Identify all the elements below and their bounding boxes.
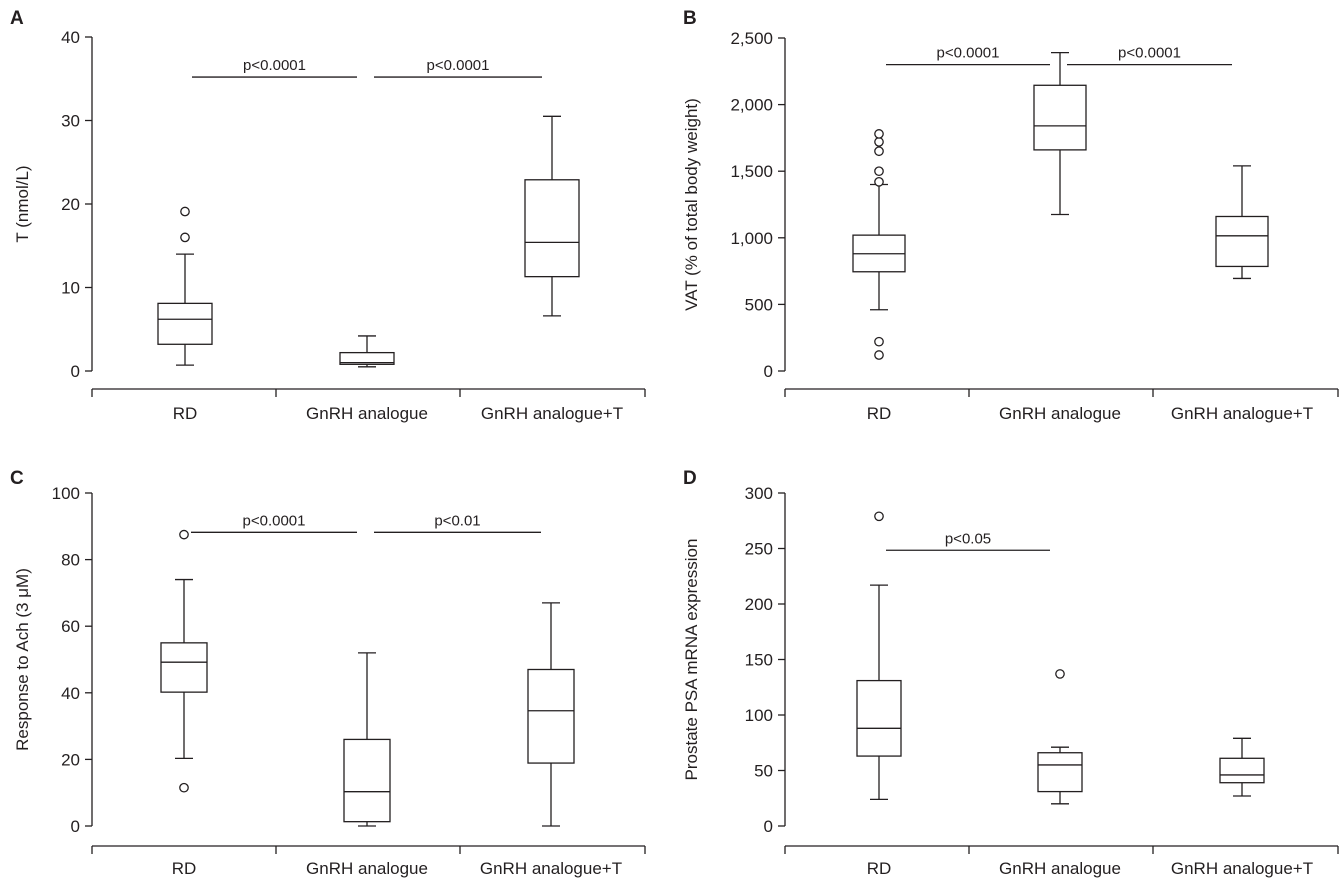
panel-a: A 0 10 20 30 40 T (nmol/L) RD GnRH analogue GnRH … <box>10 8 646 423</box>
box-iqr <box>1033 84 1087 151</box>
box-plot-gnrh-analogue-t <box>524 115 580 317</box>
x-category-label: RD <box>867 859 892 878</box>
x-category-label: GnRH analogue+T <box>481 404 623 423</box>
y-tick-label: 150 <box>745 651 773 670</box>
outlier-point <box>874 336 884 347</box>
box-plot-rd <box>856 511 902 801</box>
p-value-label: p<0.0001 <box>1118 45 1181 62</box>
y-tick-label: 200 <box>745 595 773 614</box>
panel-letter: B <box>683 8 697 29</box>
box-plot-gnrh-analogue <box>1037 669 1083 805</box>
box-iqr <box>160 642 208 693</box>
box-plot-gnrh-analogue-t <box>527 602 575 827</box>
y-axis-label: Prostate PSA mRNA expression <box>682 539 701 781</box>
x-category-label: GnRH analogue+T <box>1171 404 1313 423</box>
y-tick-label: 1,000 <box>730 229 773 248</box>
outlier-point <box>874 166 884 177</box>
panel-d: D 0 50 100 150 200 250 300 Prostate PSA mRNA exp… <box>682 468 1339 878</box>
box-iqr <box>339 351 395 365</box>
y-axis-label: T (nmol/L) <box>13 165 32 242</box>
p-value-label: p<0.01 <box>434 512 480 529</box>
y-tick-label: 50 <box>754 762 773 781</box>
y-tick-label: 30 <box>61 112 80 131</box>
y-tick-label: 60 <box>61 617 80 636</box>
p-value-label: p<0.0001 <box>937 45 1000 62</box>
y-tick-label: 40 <box>61 684 80 703</box>
x-category-label: GnRH analogue <box>306 404 428 423</box>
box-plot-gnrh-analogue-t <box>1219 737 1265 797</box>
box-iqr <box>343 738 391 823</box>
y-axis-label: Response to Ach (3 μM) <box>13 568 32 751</box>
x-category-label: RD <box>172 859 197 878</box>
x-category-label: GnRH analogue+T <box>1171 859 1313 878</box>
panel-letter: C <box>10 468 24 489</box>
y-tick-label: 20 <box>61 750 80 769</box>
y-tick-label: 0 <box>764 362 773 381</box>
y-tick-label: 40 <box>61 28 80 47</box>
box-plot-rd <box>852 129 906 360</box>
p-value-label: p<0.05 <box>945 530 991 547</box>
p-value-label: p<0.0001 <box>427 57 490 74</box>
y-tick-label: 250 <box>745 540 773 559</box>
p-value-label: p<0.0001 <box>243 512 306 529</box>
x-category-label: GnRH analogue <box>306 859 428 878</box>
outlier-point <box>874 177 884 187</box>
outlier-point <box>180 232 190 243</box>
box-iqr <box>1219 757 1265 784</box>
y-axis-label: VAT (% of total body weight) <box>682 98 701 311</box>
y-tick-label: 2,500 <box>730 29 773 48</box>
y-tick-label: 10 <box>61 279 80 298</box>
y-tick-label: 300 <box>745 484 773 503</box>
y-tick-label: 1,500 <box>730 162 773 181</box>
p-value-label: p<0.0001 <box>243 57 306 74</box>
y-tick-label: 100 <box>745 706 773 725</box>
x-category-label: GnRH analogue <box>999 859 1121 878</box>
y-tick-label: 100 <box>52 484 80 503</box>
outlier-point <box>874 511 884 522</box>
outlier-point <box>874 146 884 157</box>
box-iqr <box>524 179 580 278</box>
outlier-point <box>874 350 884 360</box>
y-tick-label: 0 <box>71 817 80 836</box>
panel-c: C 0 20 40 60 80 100 Response to Ach (3 μM) RD GnR… <box>10 468 646 878</box>
x-category-label: GnRH analogue <box>999 404 1121 423</box>
y-tick-label: 2,000 <box>730 96 773 115</box>
panel-letter: D <box>683 468 697 489</box>
x-category-label: RD <box>867 404 892 423</box>
box-iqr <box>157 302 213 345</box>
x-category-label: RD <box>173 404 198 423</box>
box-plot-rd <box>157 206 213 366</box>
outlier-point <box>180 206 190 217</box>
outlier-point <box>179 529 189 540</box>
box-plot-gnrh-analogue-t <box>1215 165 1269 280</box>
box-plot-gnrh-analogue <box>1033 52 1087 216</box>
box-iqr <box>1037 752 1083 793</box>
outlier-point <box>874 137 884 147</box>
x-category-label: GnRH analogue+T <box>480 859 622 878</box>
outlier-point <box>179 782 189 793</box>
panel-b: B 0 500 1,000 1,500 2,000 2,500 VAT (% of total… <box>682 8 1339 423</box>
outlier-point <box>874 129 884 139</box>
y-tick-label: 0 <box>71 362 80 381</box>
outlier-point <box>1055 669 1065 679</box>
panel-letter: A <box>10 8 24 29</box>
y-tick-label: 500 <box>745 295 773 314</box>
y-tick-label: 20 <box>61 195 80 214</box>
box-iqr <box>1215 215 1269 268</box>
box-iqr <box>856 679 902 757</box>
box-iqr <box>527 668 575 764</box>
box-plot-gnrh-analogue <box>343 652 391 827</box>
box-plot-rd <box>160 529 208 793</box>
y-tick-label: 0 <box>764 817 773 836</box>
y-tick-label: 80 <box>61 551 80 570</box>
box-plot-gnrh-analogue <box>339 335 395 368</box>
